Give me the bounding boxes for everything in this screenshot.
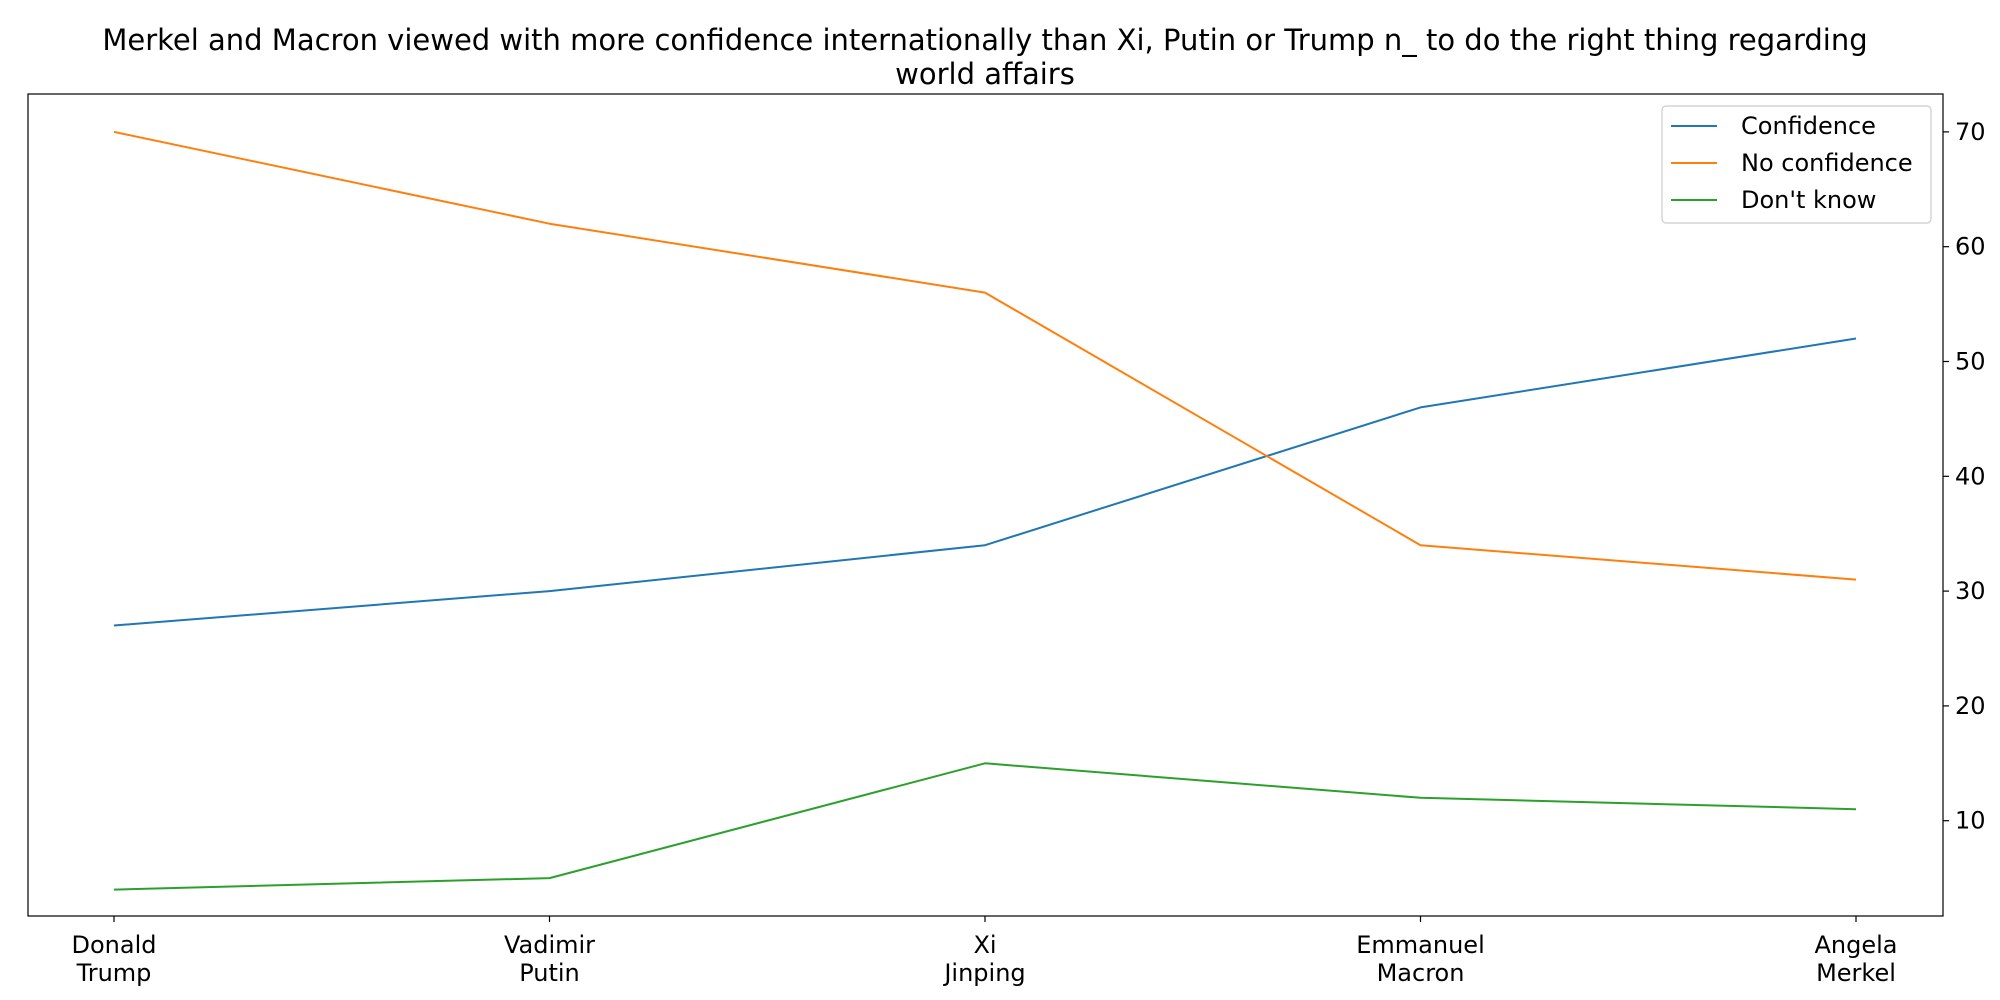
x-tick-label: Putin	[519, 959, 580, 987]
series-layer	[113, 130, 1857, 891]
x-tick-label: Merkel	[1816, 959, 1896, 987]
y-tick-label: 10	[1955, 807, 1986, 835]
y-tick-label: 70	[1955, 118, 1986, 146]
x-tick-label: Angela	[1814, 931, 1897, 959]
chart-title-line-2: world affairs	[895, 57, 1075, 91]
series-line-don-t-know	[113, 762, 1857, 891]
x-tick-label: Vadimir	[504, 931, 595, 959]
x-tick-label: Emmanuel	[1356, 931, 1484, 959]
y-axis-ticks: 10 20 30 40 50 60 70	[1943, 118, 1986, 835]
y-tick-label: 60	[1955, 233, 1986, 261]
x-tick-label: Xi	[973, 931, 996, 959]
legend: Confidence No confidence Don't know	[1661, 105, 1932, 224]
x-tick-label: Jinping	[942, 959, 1025, 987]
legend-frame	[1661, 105, 1932, 224]
plot-area-frame	[27, 93, 1944, 917]
x-tick-label: Donald	[72, 931, 157, 959]
y-tick-label: 20	[1955, 692, 1986, 720]
legend-label-confidence: Confidence	[1741, 112, 1876, 140]
x-tick-label: Macron	[1377, 959, 1465, 987]
y-tick-label: 40	[1955, 462, 1986, 490]
chart-title-line-1: Merkel and Macron viewed with more confi…	[102, 23, 1867, 57]
legend-label-no-confidence: No confidence	[1741, 149, 1913, 177]
series-line-confidence	[113, 337, 1857, 627]
y-tick-label: 30	[1955, 577, 1986, 605]
y-tick-label: 50	[1955, 347, 1986, 375]
x-tick-label: Trump	[76, 959, 152, 987]
legend-label-don-t-know: Don't know	[1741, 186, 1876, 214]
series-line-no-confidence	[113, 130, 1857, 581]
